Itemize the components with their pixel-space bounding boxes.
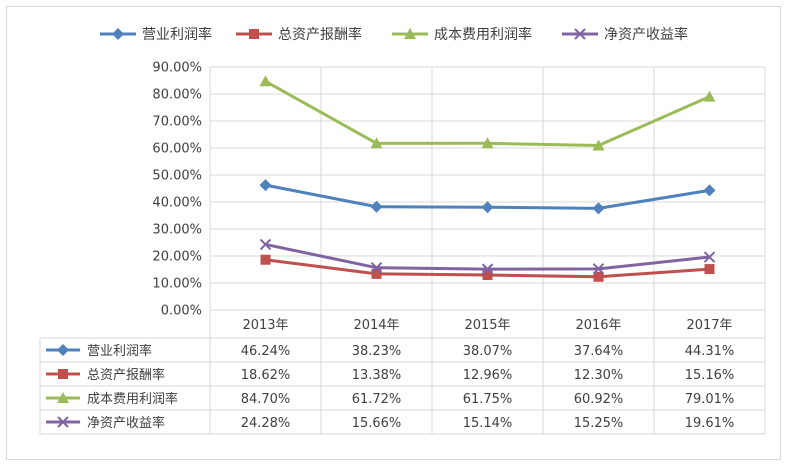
- series-line: [265, 242, 710, 271]
- y-tick-label: 0.00%: [161, 304, 202, 319]
- data-point-marker: [481, 263, 494, 275]
- table-cell-value: 12.30%: [574, 368, 624, 383]
- data-point-marker: [481, 201, 494, 214]
- series-line: [264, 80, 711, 148]
- y-tick-label: 10.00%: [152, 277, 202, 292]
- table-series-name: 净资产收益率: [87, 415, 165, 431]
- table-legend-key-marker: [57, 344, 69, 356]
- y-tick-label: 40.00%: [152, 196, 202, 211]
- data-point-marker: [259, 179, 272, 192]
- legend-key-marker: [112, 28, 124, 40]
- table-cell-value: 15.66%: [352, 416, 402, 431]
- table-legend-key-marker: [57, 392, 69, 403]
- table-cell-value: 44.31%: [685, 344, 735, 359]
- y-tick-label: 60.00%: [152, 142, 202, 157]
- legend-label: 净资产收益率: [604, 26, 688, 43]
- data-point-marker: [482, 270, 493, 281]
- table-series-name: 总资产报酬率: [87, 367, 165, 383]
- data-point-marker: [370, 200, 383, 213]
- data-point-marker: [260, 254, 271, 265]
- table-cell-value: 79.01%: [685, 392, 735, 407]
- legend-label: 成本费用利润率: [434, 26, 532, 43]
- table-cell-value: 61.75%: [463, 392, 513, 407]
- data-point-marker: [259, 238, 272, 251]
- data-point-marker: [481, 137, 494, 149]
- table-cell-value: 38.23%: [352, 344, 402, 359]
- table-series-name: 成本费用利润率: [87, 391, 178, 407]
- table-cell-value: 12.96%: [463, 368, 513, 383]
- table-series-name: 营业利润率: [87, 343, 152, 359]
- table-cell-value: 38.07%: [463, 344, 513, 359]
- y-tick-label: 20.00%: [152, 250, 202, 265]
- legend-key-marker: [574, 28, 586, 40]
- data-point-marker: [259, 75, 272, 87]
- legend-key-marker: [249, 29, 259, 39]
- table-cell-value: 24.28%: [241, 416, 291, 431]
- table-cell-value: 61.72%: [352, 392, 402, 407]
- x-tick-label: 2017年: [686, 318, 732, 333]
- table-cell-value: 46.24%: [241, 344, 291, 359]
- x-tick-label: 2015年: [464, 318, 510, 333]
- data-point-marker: [370, 262, 383, 274]
- table-cell-value: 60.92%: [574, 392, 624, 407]
- legend-label: 总资产报酬率: [278, 26, 362, 43]
- data-point-marker: [593, 271, 604, 282]
- data-point-marker: [703, 251, 716, 263]
- table-cell-value: 19.61%: [685, 416, 735, 431]
- table-legend-key-marker: [57, 416, 69, 428]
- data-point-marker: [703, 90, 716, 102]
- table-cell-value: 15.14%: [463, 416, 513, 431]
- x-tick-label: 2016年: [575, 318, 621, 333]
- data-point-marker: [703, 184, 716, 197]
- table-cell-value: 84.70%: [241, 392, 291, 407]
- data-point-marker: [370, 137, 383, 149]
- y-tick-label: 90.00%: [152, 61, 202, 76]
- chart-frame: [6, 6, 781, 460]
- data-point-marker: [704, 264, 715, 275]
- y-tick-label: 70.00%: [152, 115, 202, 130]
- legend-label: 营业利润率: [142, 26, 212, 43]
- table-cell-value: 15.16%: [685, 368, 735, 383]
- y-tick-label: 80.00%: [152, 88, 202, 103]
- x-tick-label: 2013年: [242, 318, 288, 333]
- data-point-marker: [371, 268, 382, 279]
- table-cell-value: 18.62%: [241, 368, 291, 383]
- table-cell-value: 15.25%: [574, 416, 624, 431]
- data-point-marker: [592, 139, 605, 151]
- legend-key-marker: [404, 28, 416, 39]
- y-tick-label: 30.00%: [152, 223, 202, 238]
- data-point-marker: [592, 202, 605, 215]
- table-cell-value: 13.38%: [352, 368, 402, 383]
- y-tick-label: 50.00%: [152, 169, 202, 184]
- table-legend-key-marker: [58, 369, 68, 379]
- x-tick-label: 2014年: [353, 318, 399, 333]
- data-point-marker: [592, 263, 605, 275]
- table-cell-value: 37.64%: [574, 344, 624, 359]
